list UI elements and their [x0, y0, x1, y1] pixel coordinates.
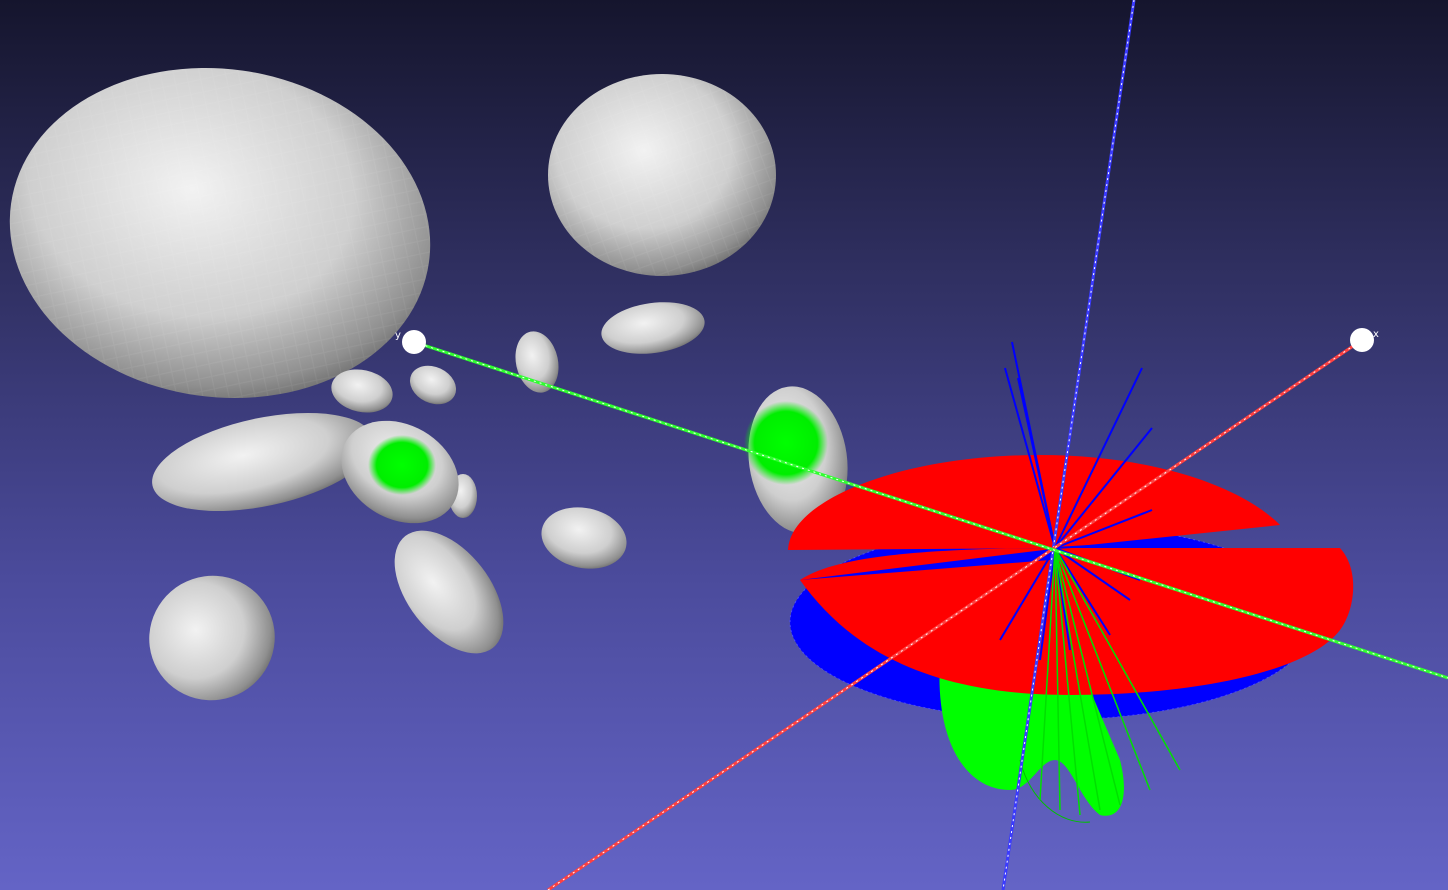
- ellipsoid-large[interactable]: [0, 41, 452, 425]
- axis-z: [1001, 0, 1136, 890]
- tensor-glyph[interactable]: [788, 341, 1354, 823]
- ellipsoid-highlighted[interactable]: [323, 400, 477, 543]
- axis-y-endpoint[interactable]: y: [395, 330, 426, 354]
- ellipsoid-small[interactable]: [598, 296, 708, 360]
- ellipsoid-elongated[interactable]: [373, 511, 525, 673]
- ellipsoid-small[interactable]: [404, 359, 463, 412]
- green-lobe: [939, 660, 1124, 816]
- ellipsoid-glyphs[interactable]: [0, 41, 857, 723]
- ellipsoid-sphere[interactable]: [548, 74, 776, 276]
- axis-x-endpoint[interactable]: x: [1350, 328, 1379, 352]
- axis-x: [547, 338, 1363, 890]
- ellipsoid-elongated[interactable]: [143, 395, 382, 528]
- ellipsoid-highlighted[interactable]: [739, 380, 857, 540]
- axis-y: [413, 340, 1448, 680]
- ellipsoid-medium[interactable]: [126, 553, 297, 723]
- ellipsoid-small[interactable]: [510, 327, 564, 396]
- green-spokes: [1039, 547, 1181, 816]
- ellipsoid-small[interactable]: [536, 500, 633, 577]
- axis-x-label: x: [1373, 329, 1379, 340]
- ellipsoid-small[interactable]: [327, 364, 396, 418]
- axis-y-label: y: [395, 330, 401, 341]
